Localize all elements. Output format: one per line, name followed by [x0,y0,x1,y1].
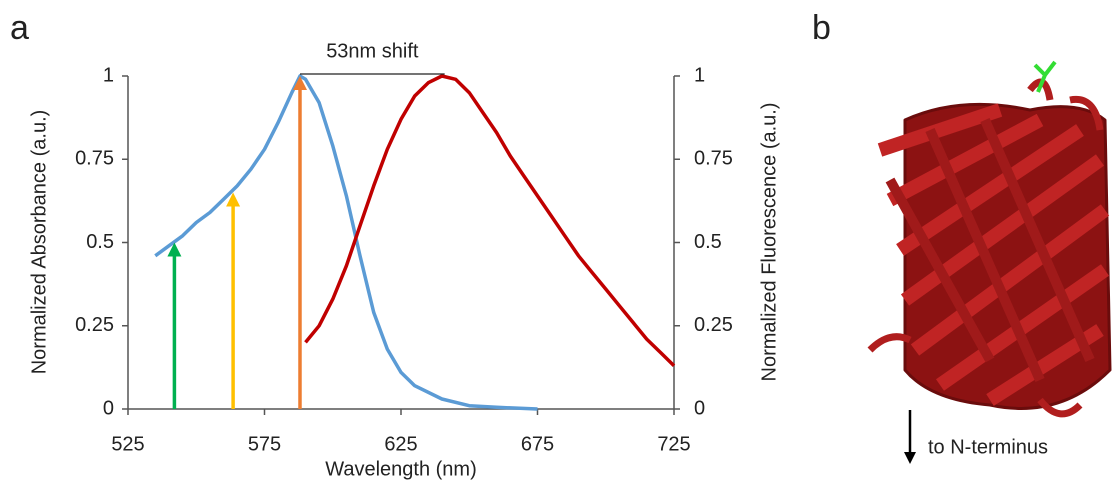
structure-caption: to N-terminus [928,436,1048,458]
annotation: 53nm shift [326,40,419,62]
panel-label: a [10,9,29,47]
y-tick-label: 0.75 [75,148,114,170]
x-tick-label: 675 [521,433,554,455]
x-tick-label: 525 [111,433,144,455]
x-tick-label: 575 [248,433,281,455]
y2-tick-label: 0.75 [694,148,733,170]
y2-tick-label: 1 [694,64,705,86]
y-tick-label: 1 [103,64,114,86]
y2-axis-title: Normalized Fluorescence (a.u.) [758,103,780,382]
x-tick-label: 625 [384,433,417,455]
y-tick-label: 0.5 [86,231,114,253]
y-axis-title: Normalized Absorbance (a.u.) [28,110,50,375]
arrow-head [226,192,241,207]
x-axis-title: Wavelength (nm) [325,458,477,480]
x-tick-label: 725 [657,433,690,455]
data-line [304,74,676,367]
arrow-head [167,242,182,257]
y-tick-label: 0 [103,397,114,419]
y2-tick-label: 0 [694,397,705,419]
arrow-head [292,76,307,90]
y-tick-label: 0.25 [75,314,114,336]
protein-structure [867,60,1112,464]
data-line [154,74,538,411]
y2-tick-label: 0.5 [694,231,722,253]
y2-tick-label: 0.25 [694,314,733,336]
panel-label: b [812,9,831,47]
